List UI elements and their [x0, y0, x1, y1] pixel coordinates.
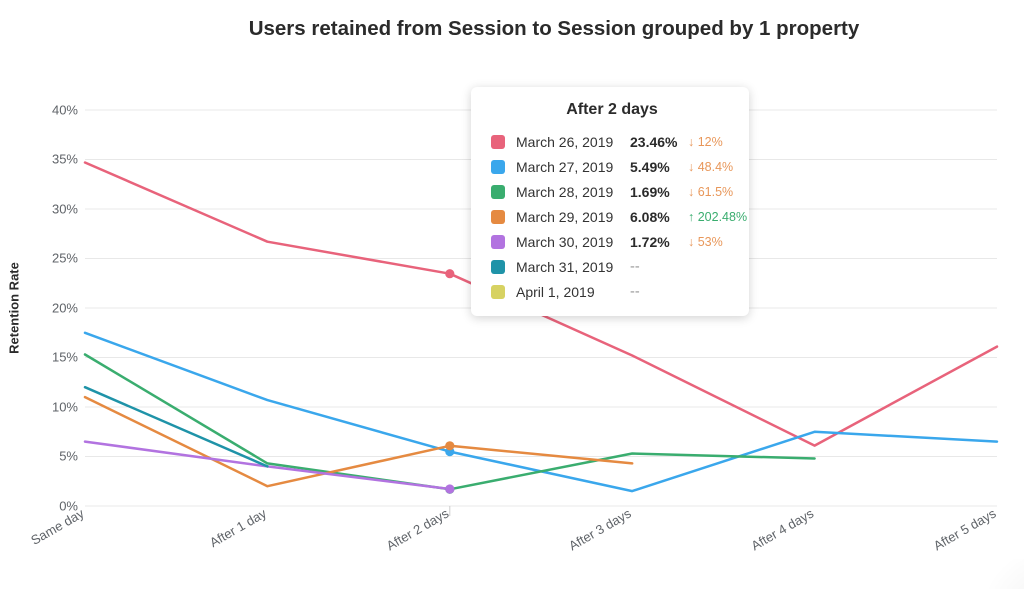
- svg-text:After 1 day: After 1 day: [207, 505, 269, 550]
- svg-text:After 3 days: After 3 days: [566, 505, 634, 553]
- svg-text:After 4 days: After 4 days: [749, 505, 817, 553]
- svg-text:After 5 days: After 5 days: [931, 505, 999, 553]
- svg-text:Same day: Same day: [28, 505, 87, 548]
- svg-text:After 2 days: After 2 days: [384, 505, 452, 553]
